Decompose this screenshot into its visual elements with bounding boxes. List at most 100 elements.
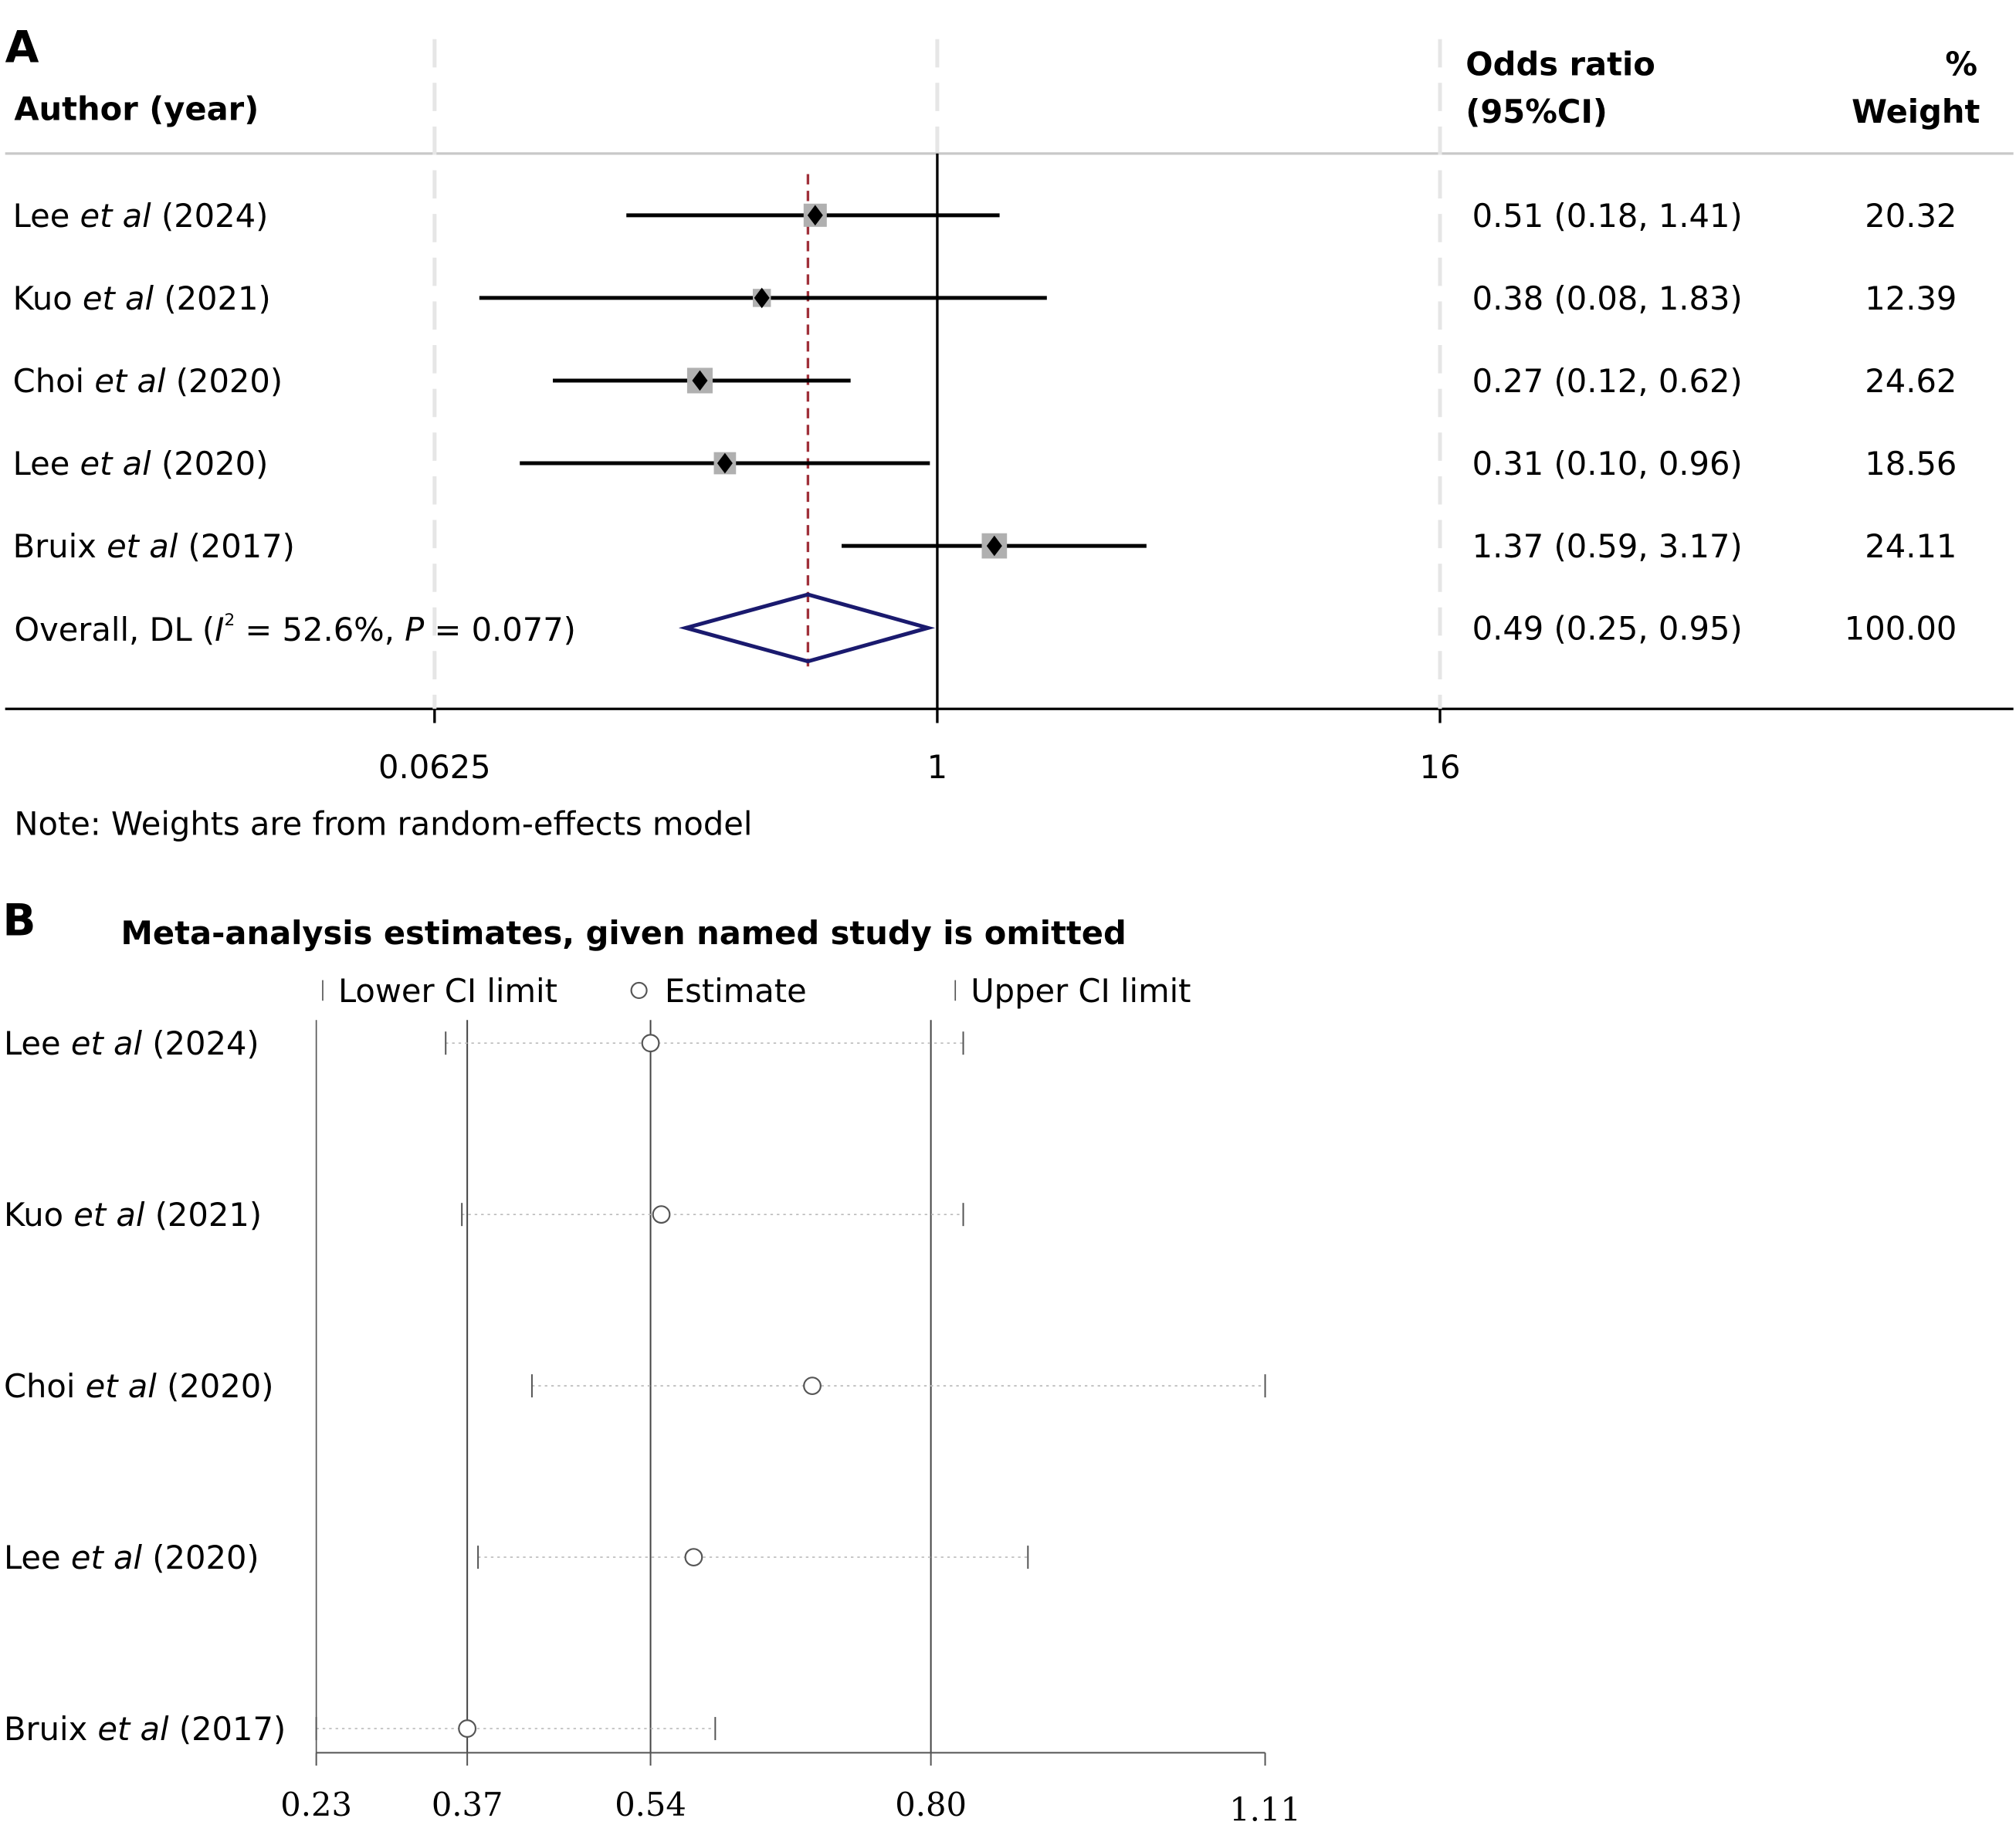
author: Lee [13,197,80,235]
panel-b-letter: B [2,895,36,946]
overall-sup: 2 [224,611,235,630]
author: Lee [4,1539,71,1576]
header-weight-2: Weight [1852,93,1980,130]
x-tick-label: 0.54 [615,1786,686,1823]
study-label: Lee et al (2024) [13,197,269,235]
omitted-study-label: Choi et al (2020) [4,1367,273,1405]
year: (2024) [151,197,269,235]
weight-text: 24.11 [1865,527,1957,565]
study-row: Kuo et al (2021) 0.38 (0.08, 1.83) 12.39 [13,279,1957,317]
omitted-study-label: Lee et al (2020) [4,1539,259,1576]
x-tick-label: 1.11 [1229,1791,1301,1829]
year: (2021) [154,279,271,317]
study-row: Lee et al (2020) 0.31 (0.10, 0.96) 18.56 [13,445,1957,483]
header-or-1: Odds ratio [1465,45,1655,83]
x-tick-label: 0.80 [895,1786,967,1823]
legend-estimate-marker [630,981,648,999]
year: (2020) [166,362,283,400]
et-al: et al [83,279,154,317]
panel-a-letter: A [5,22,39,73]
et-al: et al [86,1367,158,1405]
note: Note: Weights are from random-effects mo… [14,804,752,842]
study-row: Lee et al (2024) 0.51 (0.18, 1.41) 20.32 [13,197,1957,235]
omitted-study-row: Kuo et al (2021) [4,1196,964,1234]
weight-text: 18.56 [1865,445,1957,483]
omitted-study-row: Bruix et al (2017) [4,1710,717,1748]
author: Choi [13,362,95,400]
ci-text: 0.31 (0.10, 0.96) [1472,445,1743,483]
et-al: et al [94,362,166,400]
ci-text: 0.27 (0.12, 0.62) [1472,362,1743,400]
estimate-marker [652,1205,671,1224]
et-al: et al [107,527,178,565]
overall-label: Overall, DL (I2 = 52.6%, P = 0.077) [14,611,576,648]
omitted-study-label: Kuo et al (2021) [4,1196,262,1234]
author: Bruix [13,527,107,565]
omitted-study-label: Bruix et al (2017) [4,1710,286,1748]
author: Lee [4,1024,71,1062]
year: (2024) [142,1024,259,1062]
year: (2020) [157,1367,274,1405]
et-al: et al [73,1196,145,1234]
estimate-marker [684,1548,703,1567]
overall-weight-text: 100.00 [1845,609,1957,647]
panel-a: A Author (year) Odds ratio (95%CI) % Wei… [5,22,2014,842]
weight-text: 12.39 [1865,279,1957,317]
author: Kuo [13,279,83,317]
x-tick-label: 0.0625 [378,748,491,786]
panel-b: B Meta-analysis estimates, given named s… [2,895,1301,1828]
estimate-marker [458,1719,477,1738]
study-label: Lee et al (2020) [13,445,269,483]
overall-mid: = 52.6%, [235,611,405,648]
point-estimate [754,287,770,309]
et-al: et al [71,1539,143,1576]
overall-post: = 0.077) [424,611,576,648]
year: (2020) [151,445,269,483]
ci-text: 1.37 (0.59, 3.17) [1472,527,1743,565]
et-al: et al [80,197,152,235]
overall-diamond [678,592,936,664]
legend-estimate: Estimate [665,972,807,1010]
overall-pre: Overall, DL ( [14,611,215,648]
study-label: Choi et al (2020) [13,362,283,400]
panel-b-title: Meta-analysis estimates, given named stu… [121,914,1127,952]
year: (2017) [169,1710,286,1748]
author: Lee [13,445,80,483]
study-row: Bruix et al (2017) 1.37 (0.59, 3.17) 24.11 [13,527,1957,565]
x-tick-label: 0.23 [280,1786,352,1823]
year: (2021) [144,1196,262,1234]
year: (2020) [142,1539,259,1576]
legend-upper: Upper CI limit [971,972,1191,1010]
weight-text: 24.62 [1865,362,1957,400]
x-tick-label: 16 [1420,748,1461,786]
point-estimate [692,370,708,391]
x-tick-label: 0.37 [432,1786,503,1823]
header-author: Author (year) [14,90,259,128]
estimate-marker [641,1034,660,1053]
author: Choi [4,1367,86,1405]
year: (2017) [178,527,295,565]
author: Kuo [4,1196,73,1234]
overall-p: P [405,611,425,648]
x-tick-label: 1 [927,748,947,786]
ci-text: 0.51 (0.18, 1.41) [1472,197,1743,235]
study-row: Choi et al (2020) 0.27 (0.12, 0.62) 24.62 [13,362,1957,400]
et-al: et al [97,1710,169,1748]
legend-lower: Lower CI limit [338,972,557,1010]
omitted-study-row: Lee et al (2024) [4,1024,964,1062]
author: Bruix [4,1710,97,1748]
point-estimate [717,452,733,474]
weight-text: 20.32 [1865,197,1957,235]
overall-i2: I [215,611,224,648]
header-weight-1: % [1945,45,1977,83]
overall-ci-text: 0.49 (0.25, 0.95) [1472,609,1743,647]
study-label: Bruix et al (2017) [13,527,295,565]
omitted-study-row: Lee et al (2020) [4,1539,1029,1576]
omitted-study-row: Choi et al (2020) [4,1367,1266,1405]
study-label: Kuo et al (2021) [13,279,271,317]
ci-text: 0.38 (0.08, 1.83) [1472,279,1743,317]
header-or-2: (95%CI) [1465,93,1608,130]
et-al: et al [80,445,152,483]
et-al: et al [71,1024,143,1062]
